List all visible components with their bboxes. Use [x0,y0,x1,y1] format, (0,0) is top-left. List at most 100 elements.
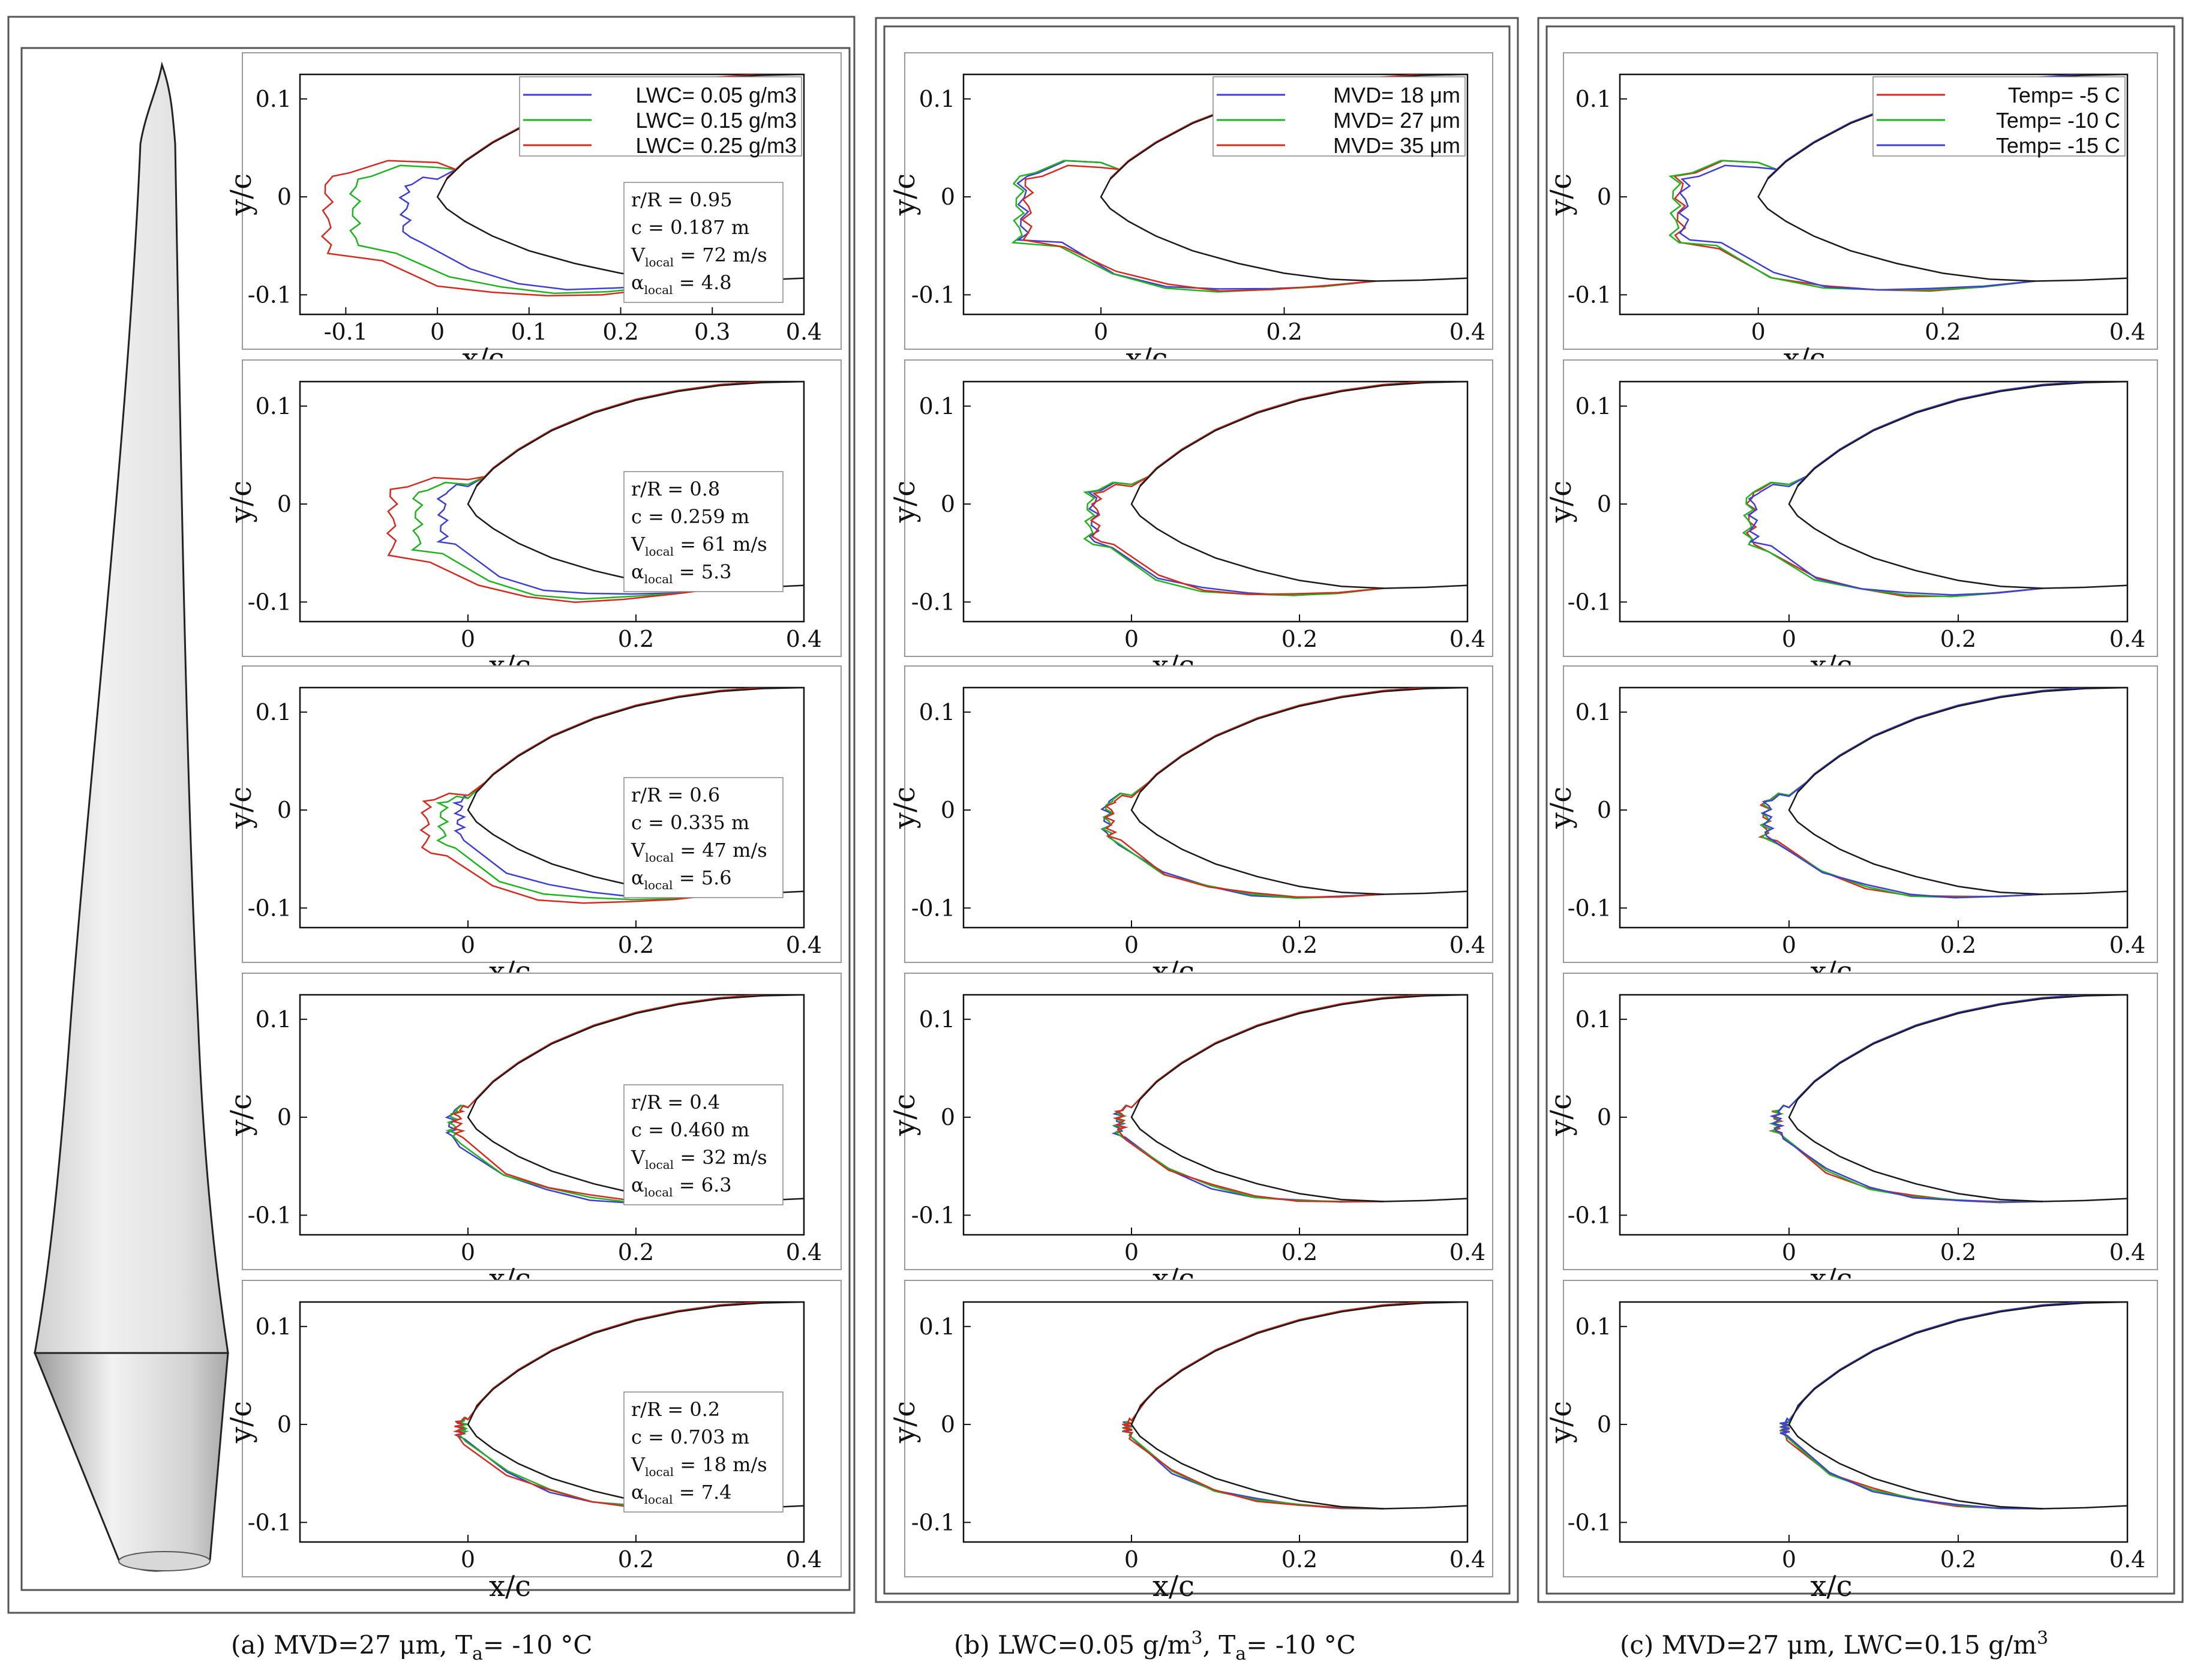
x-tick-label: 0.2 [1281,1546,1317,1573]
panel-col3-row3: 0 0.2 0.4-0.100.1x/cy/c [1544,665,2158,989]
y-tick-label: 0.1 [256,699,292,725]
y-axis-label: y/c [224,481,258,523]
x-tick-label: 0 [461,932,475,958]
panel-col3-row5: 0 0.2 0.4 -0.1 0 0.1 x/c y/c [1544,1280,2158,1603]
y-axis-label: y/c [1544,1094,1578,1136]
y-tick-label: -0.1 [1568,1202,1611,1228]
y-tick-label: 0 [941,184,955,210]
y-tick-label: -0.1 [911,1202,955,1228]
panel-col2-row4: 0 0.2 0.4-0.100.1x/cy/c [888,973,1493,1296]
y-tick-label: -0.1 [1568,1509,1611,1535]
caption-b: (b) LWC=0.05 g/m3, Ta= -10 °C [954,1628,1356,1664]
clean-airfoil [1130,1302,1467,1510]
y-tick-label: -0.1 [248,589,292,615]
y-tick-label: 0.1 [1575,1313,1611,1340]
y-tick-label: 0.1 [919,86,955,112]
panel-col3-row2: 00.20.4-0.100.1x/cy/c [1544,359,2158,683]
y-axis-label: y/c [888,787,922,829]
plot-marks [1111,995,1467,1203]
panel-col3-row4: 0 0.2 0.4-0.100.1x/cy/c [1544,973,2158,1296]
ice-shape-series-1 [1745,476,2043,598]
x-tick-label: 0.4 [786,626,822,652]
panel-border [904,359,1493,657]
panel-border [1563,665,2158,963]
plot-marks [386,382,804,604]
x-tick-label: 0.4 [1449,1546,1485,1573]
x-tick-label: 0.4 [786,932,822,958]
y-tick-label: 0.1 [919,699,955,725]
x-tick-label: 0.4 [2109,626,2145,652]
plot-area [1619,1301,2129,1543]
legend-box [519,76,802,157]
ice-shape-series-3 [320,160,713,297]
y-tick-label: 0.1 [256,86,292,112]
ice-shape-series-2 [349,164,713,295]
y-tick-label: 0.1 [256,1313,292,1340]
clean-airfoil [1788,995,2127,1202]
y-tick-label: 0 [1597,184,1611,210]
ice-shape-series-3 [452,1396,721,1510]
y-tick-label: 0.1 [256,393,292,419]
panel-border [1563,359,2158,657]
plot-marks [1742,382,2127,598]
plot-area [299,686,805,929]
plot-area [1619,686,2129,929]
y-axis-label: y/c [1544,481,1578,523]
y-tick-label: 0.1 [1575,86,1611,112]
y-tick-label: 0.1 [256,1006,292,1033]
ice-shape-series-3 [1761,782,2043,899]
plot-marks [1100,688,1467,899]
y-tick-label: 0 [1597,797,1611,823]
y-axis-label: y/c [224,173,258,216]
legend-entry: Temp= -10 C [1996,108,2120,133]
info-border [623,182,784,303]
x-tick-label: 0 [1782,1546,1796,1573]
y-tick-label: 0 [941,1411,955,1438]
x-tick-label: 0.2 [1940,1239,1976,1265]
turbine-blade-illustration [33,61,229,1572]
plot-area [962,73,1469,316]
plot-area [299,73,805,316]
x-tick-label: 0.2 [602,319,638,345]
x-tick-label: 0.2 [1925,319,1961,345]
info-velocity: Vlocal = 61 m/s [631,533,767,559]
plot-marks [1768,995,2127,1204]
ice-shape-series-2 [436,782,721,901]
panel-border [904,665,1493,963]
x-tick-label: 0.2 [1940,1546,1976,1573]
legend-entry: MVD= 27 μm [1333,108,1460,133]
x-tick-label: 0.4 [1449,932,1485,958]
info-velocity: Vlocal = 32 m/s [631,1146,767,1172]
panel-col2-row3: 0 0.2 0.4-0.100.1x/cy/c [888,665,1493,989]
y-tick-label: 0.1 [1575,699,1611,725]
caption-c: (c) MVD=27 μm, LWC=0.15 g/m3 [1620,1628,2048,1660]
x-tick-label: 0 [1124,1239,1139,1265]
info-chord: c = 0.460 m [631,1118,749,1141]
x-tick-label: 0.2 [618,1239,654,1265]
x-tick-label: 0 [1124,932,1139,958]
station-info-box: r/R = 0.2 c = 0.703 m Vlocal = 18 m/sαloca… [623,1391,784,1513]
station-info-box: r/R = 0.4 c = 0.460 m Vlocal = 32 m/sαloca… [623,1084,784,1205]
ice-shape-series-2 [1759,782,2043,898]
info-border [623,1391,784,1513]
y-axis-label: y/c [888,173,922,216]
info-alpha: αlocal = 5.3 [631,560,732,586]
y-tick-label: -0.1 [248,281,292,308]
x-tick-label: 0.4 [1449,319,1485,345]
ice-shape-series-3 [1112,1089,1384,1203]
clean-airfoil [1788,382,2127,589]
info-radius: r/R = 0.8 [631,478,720,500]
legend-entry: LWC= 0.05 g/m3 [636,83,797,107]
panel-col2-row2: 00.20.4-0.100.1x/cy/c [888,359,1493,683]
info-radius: r/R = 0.95 [631,188,733,211]
y-tick-label: 0.1 [1575,393,1611,419]
plot-marks [1758,688,2127,899]
info-chord: c = 0.703 m [631,1426,749,1448]
y-axis-label: y/c [888,481,922,523]
x-tick-label: 0.4 [1449,1239,1485,1265]
